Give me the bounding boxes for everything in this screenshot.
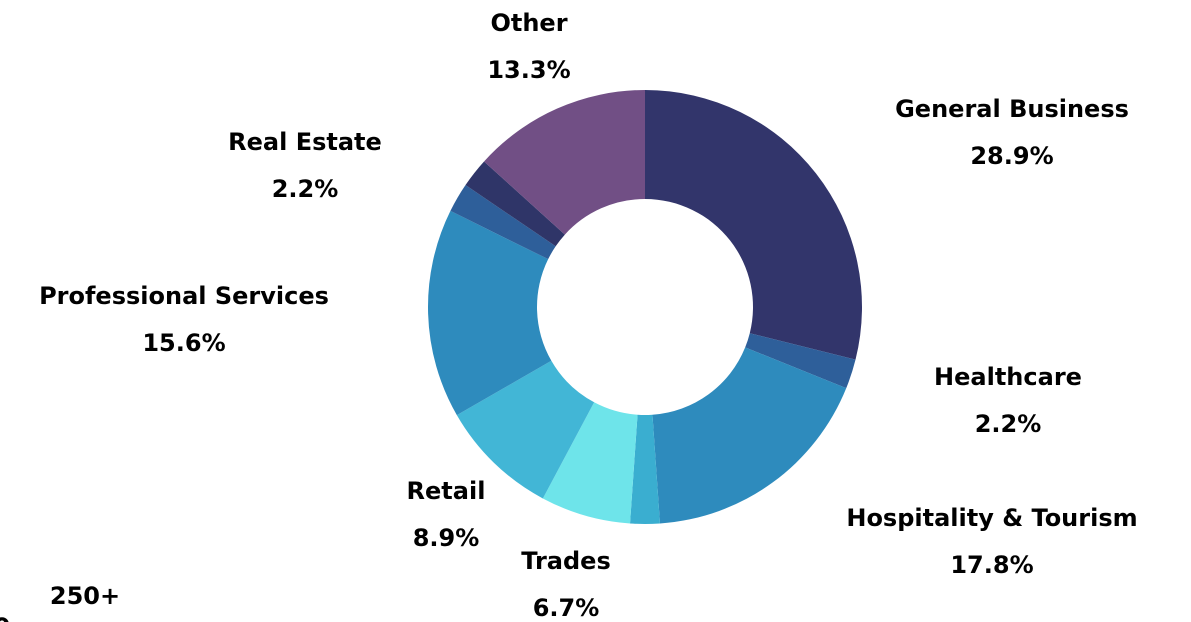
donut-slice xyxy=(745,333,856,389)
slice-label: General Business xyxy=(895,95,1129,123)
slice-label: Hospitality & Tourism xyxy=(846,504,1137,532)
slice-value-label: 8.9% xyxy=(413,524,480,552)
slice-label: Real Estate xyxy=(228,128,382,156)
donut-slice xyxy=(542,402,638,524)
slice-label: Trades xyxy=(521,547,611,575)
donut-slice xyxy=(428,210,552,416)
donut-slice xyxy=(450,185,556,260)
slice-value-label: 15.6% xyxy=(142,329,225,357)
donut-slice xyxy=(652,347,847,524)
annotation: 0 xyxy=(0,613,10,622)
donut-slice xyxy=(456,360,595,499)
annotation: 250+ xyxy=(50,582,120,610)
slice-value-label: 2.2% xyxy=(975,410,1042,438)
slice-label: Retail xyxy=(407,477,486,505)
slice-value-label: 28.9% xyxy=(970,142,1053,170)
slice-value-label: 2.2% xyxy=(272,175,339,203)
slice-label: Professional Services xyxy=(39,282,329,310)
slice-value-label: 6.7% xyxy=(533,594,600,622)
donut-slice xyxy=(484,90,645,235)
slice-value-label: 17.8% xyxy=(950,551,1033,579)
donut-slice xyxy=(645,90,862,360)
slice-value-label: 13.3% xyxy=(487,56,570,84)
slice-label: Other xyxy=(490,9,567,37)
donut-slice xyxy=(465,161,565,247)
slice-label: Healthcare xyxy=(934,363,1082,391)
donut-slice xyxy=(630,414,660,525)
